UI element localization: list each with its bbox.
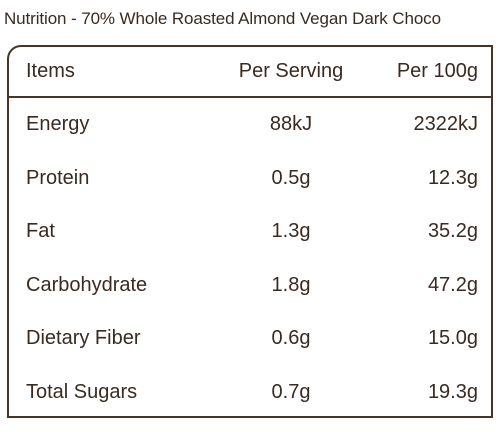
table-row: Fat 1.3g 35.2g: [9, 205, 491, 259]
table-cell: Dietary Fiber: [26, 327, 141, 350]
table-cell: Total Sugars: [26, 380, 138, 403]
header-cell: Per Serving: [206, 47, 376, 98]
table-cell: Energy: [26, 113, 90, 136]
table-row: Protein 0.5g 12.3g: [9, 152, 491, 206]
header-cell: Per 100g: [376, 47, 491, 98]
table-row: Energy 88kJ 2322kJ: [9, 97, 491, 152]
table-row: Carbohydrate 1.8g 47.2g: [9, 259, 491, 313]
table-cell: 12.3g: [427, 166, 478, 189]
title: Nutrition - 70% Whole Roasted Almond Veg…: [4, 9, 441, 28]
table-row: Dietary Fiber 0.6g 15.0g: [9, 312, 491, 366]
table-cell: 0.5g: [271, 166, 311, 189]
table-cell: 1.3g: [271, 220, 311, 243]
table-cell: 15.0g: [427, 327, 478, 350]
table-cell: 47.2g: [427, 273, 478, 296]
table-cell: Carbohydrate: [26, 273, 148, 296]
table-cell: 88kJ: [269, 113, 313, 136]
table-cell: Fat: [26, 220, 55, 243]
table-cell: 1.8g: [271, 273, 311, 296]
table-cell: 0.6g: [271, 327, 311, 350]
table-row: Total Sugars 0.7g 19.3g: [9, 366, 491, 420]
table-body: Energy 88kJ 2322kJ Protein 0.5g 12.3g Fat 1.3g 3…: [9, 97, 491, 419]
nutrition-table: Items Per Serving Per 100g Energy 88kJ 2322k…: [7, 45, 493, 418]
table-cell: 2322kJ: [413, 113, 479, 136]
table-cell: Protein: [26, 166, 90, 189]
table-cell: 0.7g: [271, 380, 311, 403]
table: Items Per Serving Per 100g Energy 88kJ 2322k…: [9, 47, 491, 419]
table-cell: 35.2g: [427, 220, 478, 243]
header-row: Items Per Serving Per 100g: [9, 47, 491, 98]
table-cell: 19.3g: [427, 380, 478, 403]
header-cell: Items: [9, 47, 206, 98]
